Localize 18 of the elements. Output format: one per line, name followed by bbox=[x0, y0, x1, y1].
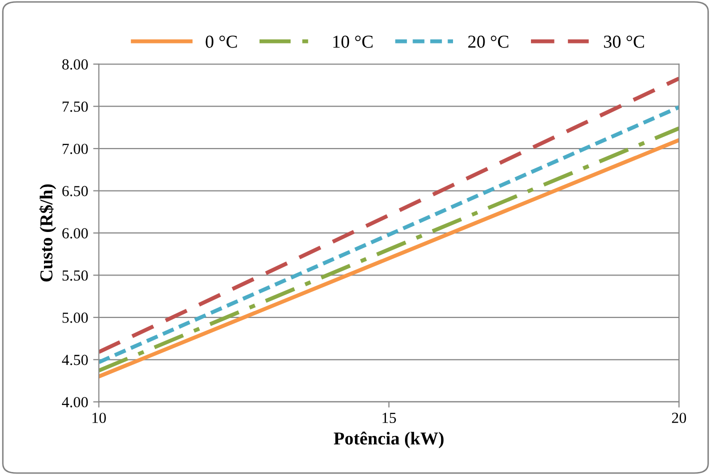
y-tick-label: 8.00 bbox=[62, 59, 88, 70]
y-tick-label: 7.50 bbox=[62, 101, 88, 112]
legend-label: 10 °C bbox=[333, 36, 373, 48]
x-axis-title: Potência (kW) bbox=[334, 432, 444, 448]
x-tick-label: 10 bbox=[92, 412, 106, 424]
y-tick-label: 5.50 bbox=[62, 270, 88, 281]
y-tick-label: 5.00 bbox=[62, 312, 88, 323]
y-tick-label: 4.50 bbox=[62, 354, 88, 366]
y-tick-label: 7.00 bbox=[62, 144, 88, 154]
x-tick-label: 15 bbox=[382, 412, 396, 424]
legend-label: 0 °C bbox=[206, 36, 237, 48]
y-tick-label: 6.00 bbox=[62, 228, 88, 239]
x-tick-label: 20 bbox=[672, 412, 686, 424]
y-tick-label: 6.50 bbox=[62, 186, 88, 196]
legend-label: 20 °C bbox=[468, 36, 508, 48]
y-axis-title: Custo (R$/h) bbox=[39, 184, 56, 282]
legend-label: 30 °C bbox=[604, 36, 644, 48]
y-tick-label: 4.00 bbox=[62, 396, 88, 408]
